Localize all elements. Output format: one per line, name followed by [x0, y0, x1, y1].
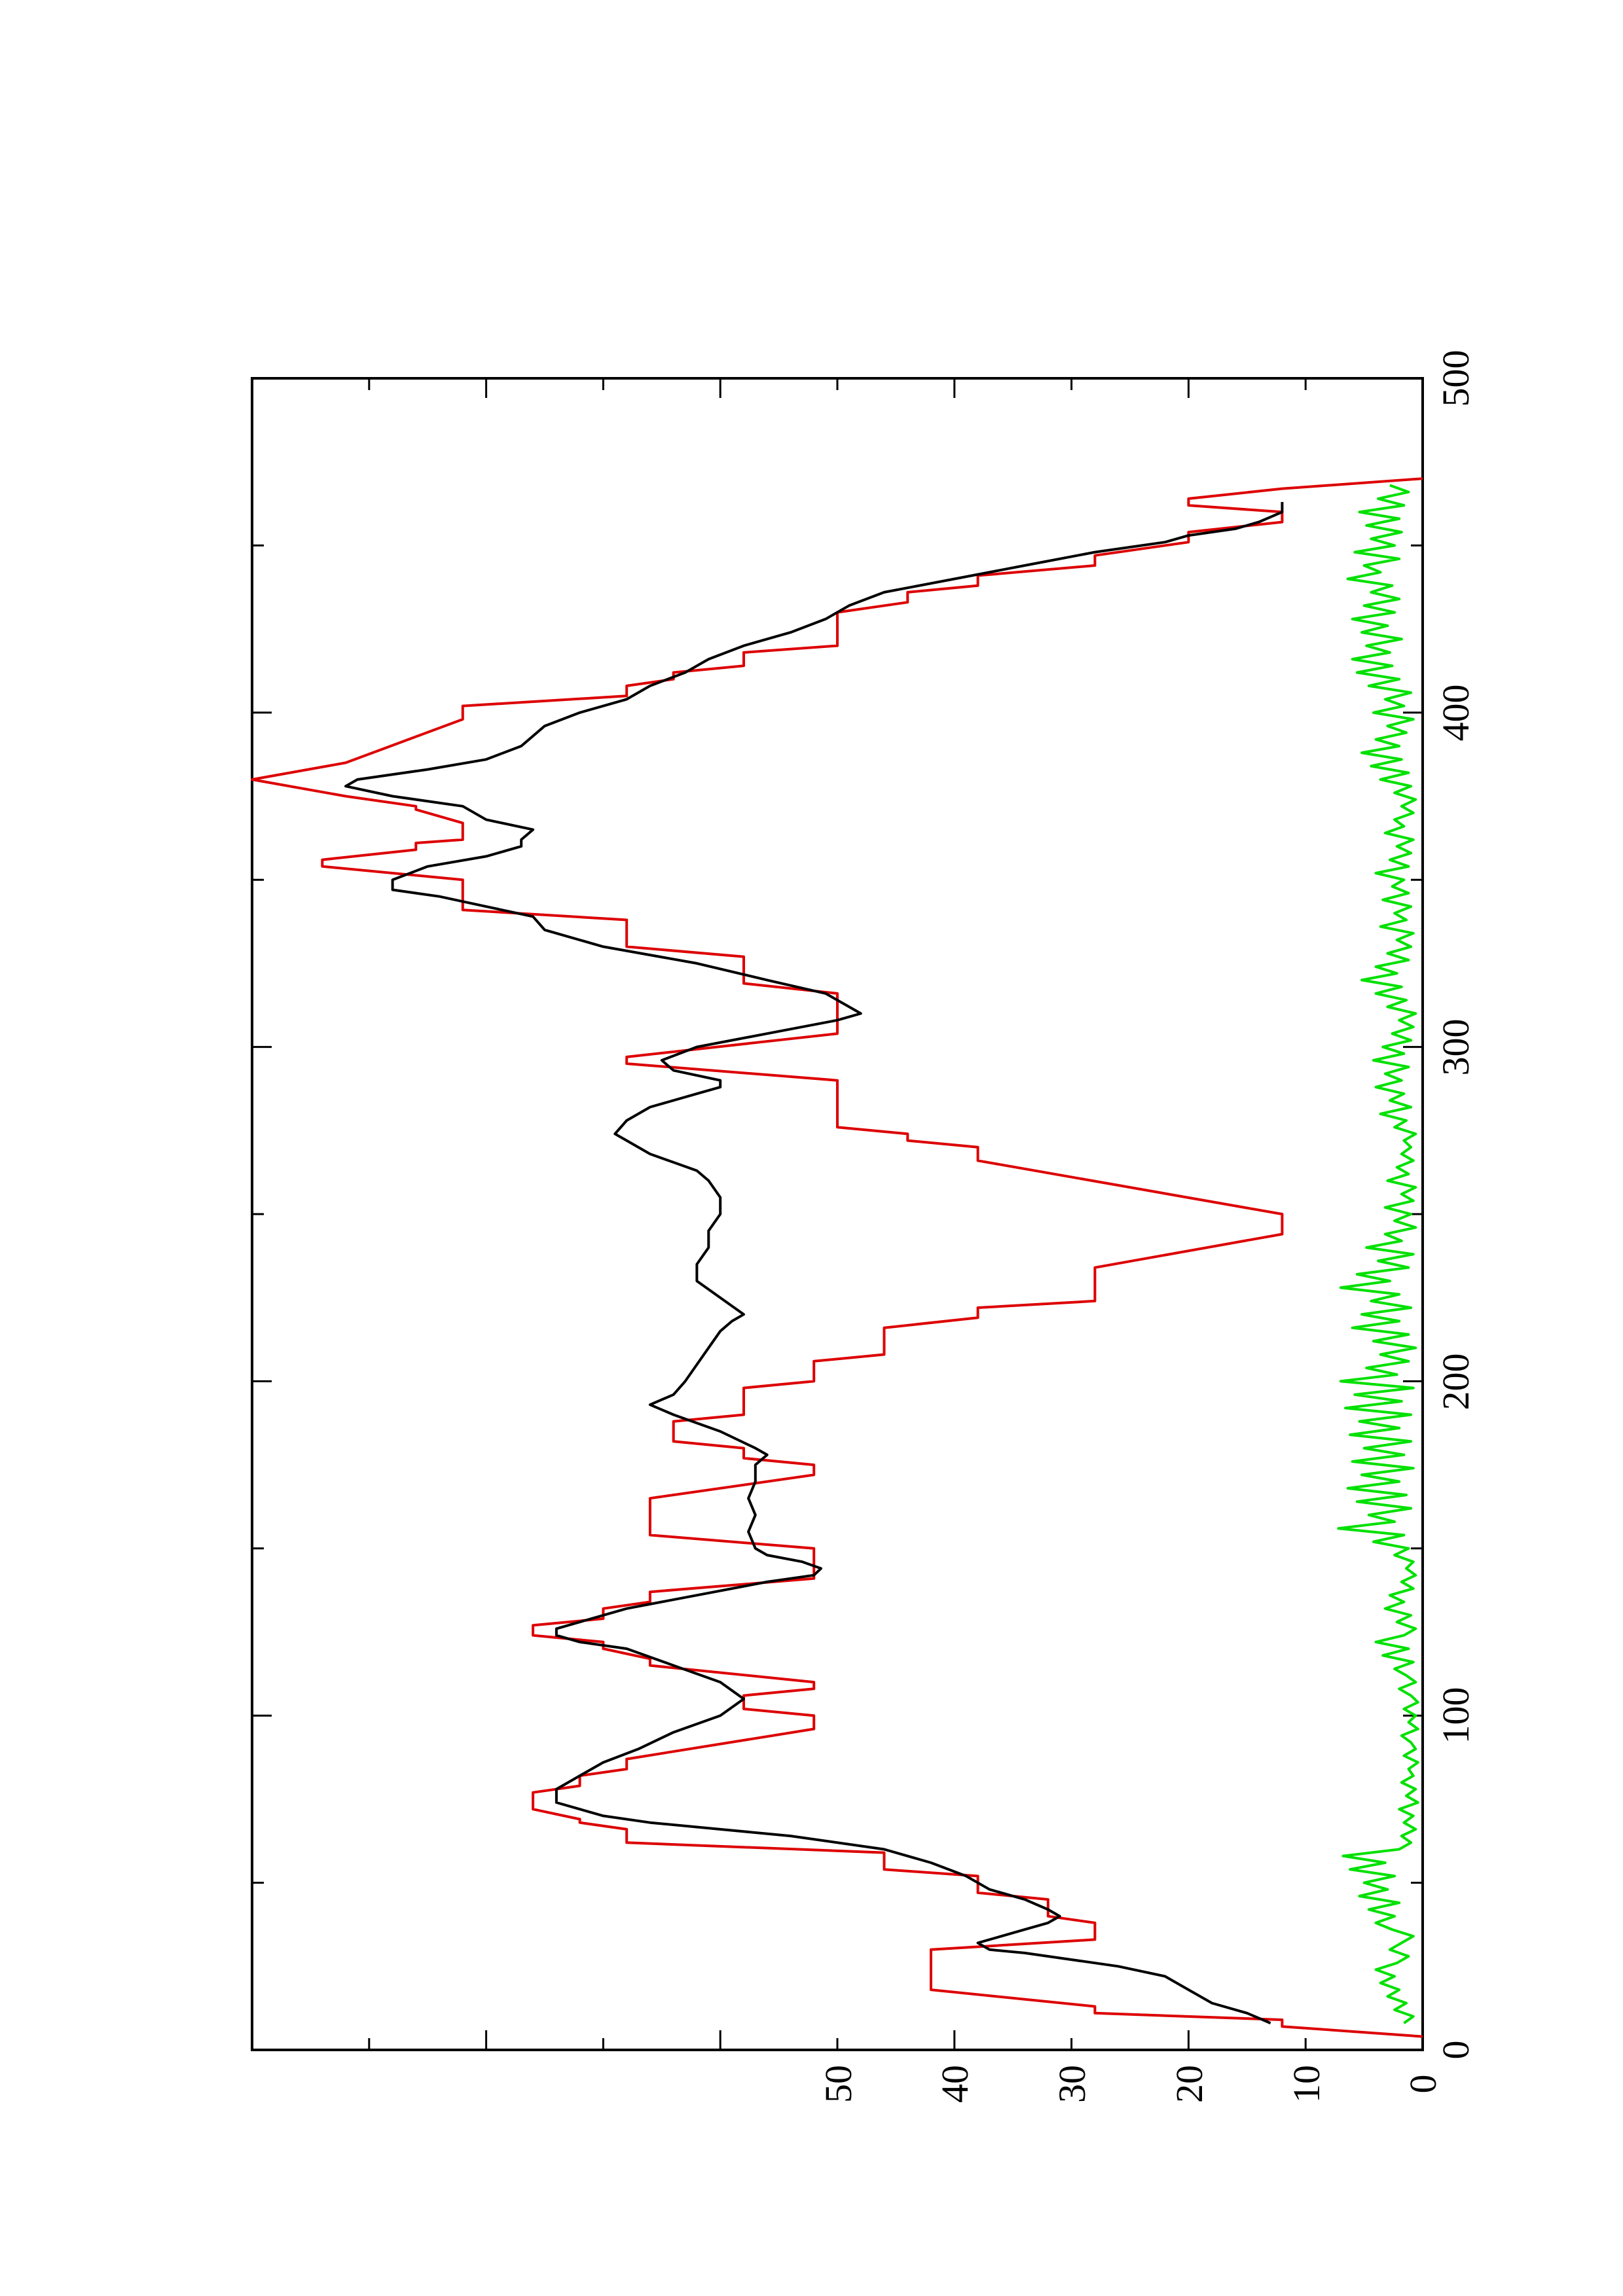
y-tick-label-0: 0: [1402, 2075, 1444, 2094]
series-line-1: [251, 477, 1423, 2038]
x-tick-label-0: 0: [1434, 2041, 1477, 2060]
y-tick-label-40: 40: [934, 2065, 976, 2103]
ticks: [251, 377, 1424, 2051]
x-tick-label-400: 400: [1434, 685, 1477, 742]
x-tick-label-500: 500: [1434, 350, 1477, 407]
y-tick-label-20: 20: [1168, 2065, 1211, 2103]
x-tick-label-300: 300: [1434, 1019, 1477, 1076]
y-tick-label-10: 10: [1285, 2065, 1328, 2103]
series-line-3: [1337, 484, 1419, 2024]
series-line-2: [344, 502, 1284, 2024]
series: [251, 477, 1423, 2038]
x-tick-label-100: 100: [1434, 1687, 1477, 1744]
y-tick-label-50: 50: [817, 2065, 860, 2103]
y-tick-label-30: 30: [1051, 2065, 1093, 2103]
x-tick-label-200: 200: [1434, 1354, 1477, 1410]
